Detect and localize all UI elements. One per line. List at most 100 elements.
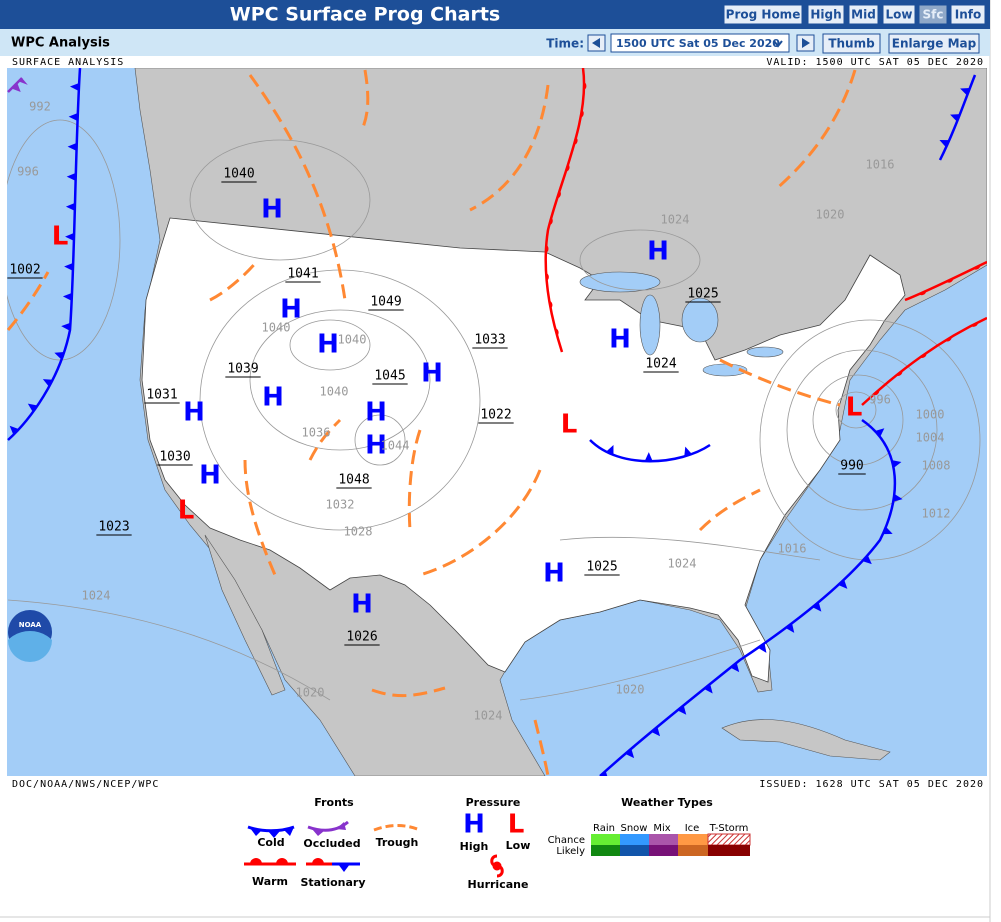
button-box[interactable] bbox=[888, 33, 980, 54]
trough bbox=[371, 686, 446, 698]
front-symbol bbox=[873, 389, 880, 396]
button-label[interactable]: Prog Home bbox=[726, 8, 801, 22]
map-credit: DOC/NOAA/NWS/NCEP/WPC bbox=[12, 779, 159, 790]
front-symbol bbox=[580, 109, 584, 118]
trough bbox=[360, 69, 370, 131]
isobars bbox=[7, 119, 981, 701]
weather-swatch bbox=[708, 845, 750, 856]
front-symbol bbox=[919, 352, 927, 358]
pressure-label: 1033 bbox=[474, 333, 505, 348]
isobar-label: 992 bbox=[29, 100, 51, 114]
map-issued: ISSUED: 1628 UTC SAT 05 DEC 2020 bbox=[759, 779, 984, 790]
button-label[interactable]: Sfc bbox=[923, 8, 944, 22]
nav-button[interactable]: High bbox=[807, 4, 845, 25]
legend-title: Pressure bbox=[466, 796, 521, 809]
time-select[interactable]: 1500 UTC Sat 05 Dec 2020 bbox=[610, 33, 790, 53]
front-symbol bbox=[960, 88, 970, 96]
high-center: H bbox=[262, 383, 284, 413]
front-symbol bbox=[565, 164, 570, 172]
page-title: WPC Surface Prog Charts bbox=[230, 4, 501, 26]
button-box[interactable] bbox=[822, 33, 881, 54]
isobar-label: 1016 bbox=[778, 542, 807, 556]
front-symbol bbox=[651, 726, 661, 737]
trough bbox=[533, 719, 550, 776]
time-value[interactable]: 1500 UTC Sat 05 Dec 2020 bbox=[616, 37, 780, 50]
isobar-label: 1024 bbox=[82, 589, 111, 603]
button-label[interactable]: Thumb bbox=[828, 37, 875, 51]
button-box[interactable] bbox=[882, 4, 916, 25]
usa bbox=[141, 217, 906, 683]
section-label: WPC Analysis bbox=[11, 36, 110, 51]
button-label[interactable]: Mid bbox=[851, 8, 876, 22]
cuba bbox=[721, 719, 891, 761]
legend-item: Trough bbox=[376, 836, 419, 849]
button-box[interactable] bbox=[848, 4, 879, 25]
pressure-label: 1024 bbox=[645, 357, 676, 372]
next-button[interactable] bbox=[796, 34, 815, 52]
front-symbol bbox=[11, 82, 21, 92]
button-label[interactable]: Info bbox=[955, 8, 981, 22]
toolbar-button[interactable]: Enlarge Map bbox=[888, 33, 980, 54]
isobar-label: 1040 bbox=[338, 333, 367, 347]
nav-button[interactable]: Low bbox=[882, 4, 916, 25]
isobar-label: 996 bbox=[17, 165, 39, 179]
front-symbol bbox=[67, 142, 77, 151]
nav-button[interactable]: Prog Home bbox=[723, 4, 803, 25]
legend-column: Rain bbox=[593, 823, 615, 834]
button-label[interactable]: Low bbox=[886, 8, 913, 22]
nav-button[interactable]: Sfc bbox=[918, 4, 948, 25]
front-symbol bbox=[684, 446, 692, 457]
front-symbol bbox=[600, 770, 608, 776]
front-symbol bbox=[896, 370, 903, 376]
low-center: L bbox=[52, 222, 69, 252]
front bbox=[938, 74, 977, 161]
front-symbol bbox=[838, 579, 848, 589]
button-box[interactable] bbox=[723, 4, 803, 25]
pressure-label: 1025 bbox=[586, 560, 617, 575]
pressure-label: 1041 bbox=[287, 267, 318, 282]
nav-button[interactable]: Info bbox=[950, 4, 986, 25]
front-symbol bbox=[950, 114, 960, 122]
weather-swatch bbox=[591, 834, 620, 845]
button-box[interactable] bbox=[918, 4, 948, 25]
pressure-label: 1023 bbox=[98, 520, 129, 535]
button-label[interactable]: Enlarge Map bbox=[892, 37, 977, 51]
front-symbol bbox=[757, 643, 767, 653]
nav-button[interactable]: Mid bbox=[848, 4, 879, 25]
great-lakes bbox=[579, 271, 784, 377]
legend-title: Fronts bbox=[314, 796, 354, 809]
weather-swatch bbox=[649, 845, 678, 856]
weather-swatch bbox=[649, 834, 678, 845]
isobar-label: 1020 bbox=[616, 683, 645, 697]
prev-button[interactable] bbox=[587, 34, 606, 52]
button-box[interactable] bbox=[807, 4, 845, 25]
front-symbol bbox=[625, 748, 635, 759]
pressure-label: 990 bbox=[840, 459, 863, 474]
isobar-label: 1012 bbox=[922, 507, 951, 521]
front-symbol bbox=[939, 140, 950, 148]
legend-item: Hurricane bbox=[468, 878, 529, 891]
front-symbol bbox=[68, 112, 78, 121]
weather-swatch bbox=[678, 845, 708, 856]
button-box[interactable] bbox=[950, 4, 986, 25]
toolbar-button[interactable]: Thumb bbox=[822, 33, 881, 54]
legend-item: Cold bbox=[257, 836, 284, 849]
trough bbox=[469, 84, 550, 212]
legend-column: T-Storm bbox=[709, 823, 749, 834]
legend-item: Occluded bbox=[303, 837, 360, 850]
legend-column: Mix bbox=[653, 823, 670, 834]
time-label: Time: bbox=[546, 37, 584, 51]
trough bbox=[308, 418, 342, 461]
front bbox=[904, 260, 987, 302]
front-symbol bbox=[644, 452, 653, 462]
legend-row: Likely bbox=[556, 846, 585, 857]
button-label[interactable]: High bbox=[810, 8, 841, 22]
pressure-label: 1025 bbox=[687, 287, 718, 302]
front-symbol bbox=[918, 290, 927, 296]
front-symbol bbox=[944, 336, 952, 342]
legend-high-symbol: H bbox=[463, 810, 485, 840]
front-symbol bbox=[891, 460, 902, 468]
map-caption: SURFACE ANALYSIS bbox=[12, 57, 124, 68]
low-center: L bbox=[561, 410, 578, 440]
isobar-label: 1004 bbox=[916, 431, 945, 445]
